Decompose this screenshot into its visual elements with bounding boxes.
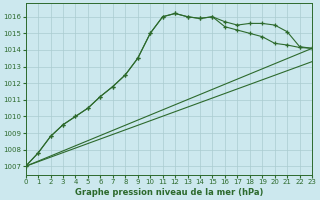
X-axis label: Graphe pression niveau de la mer (hPa): Graphe pression niveau de la mer (hPa) <box>75 188 263 197</box>
